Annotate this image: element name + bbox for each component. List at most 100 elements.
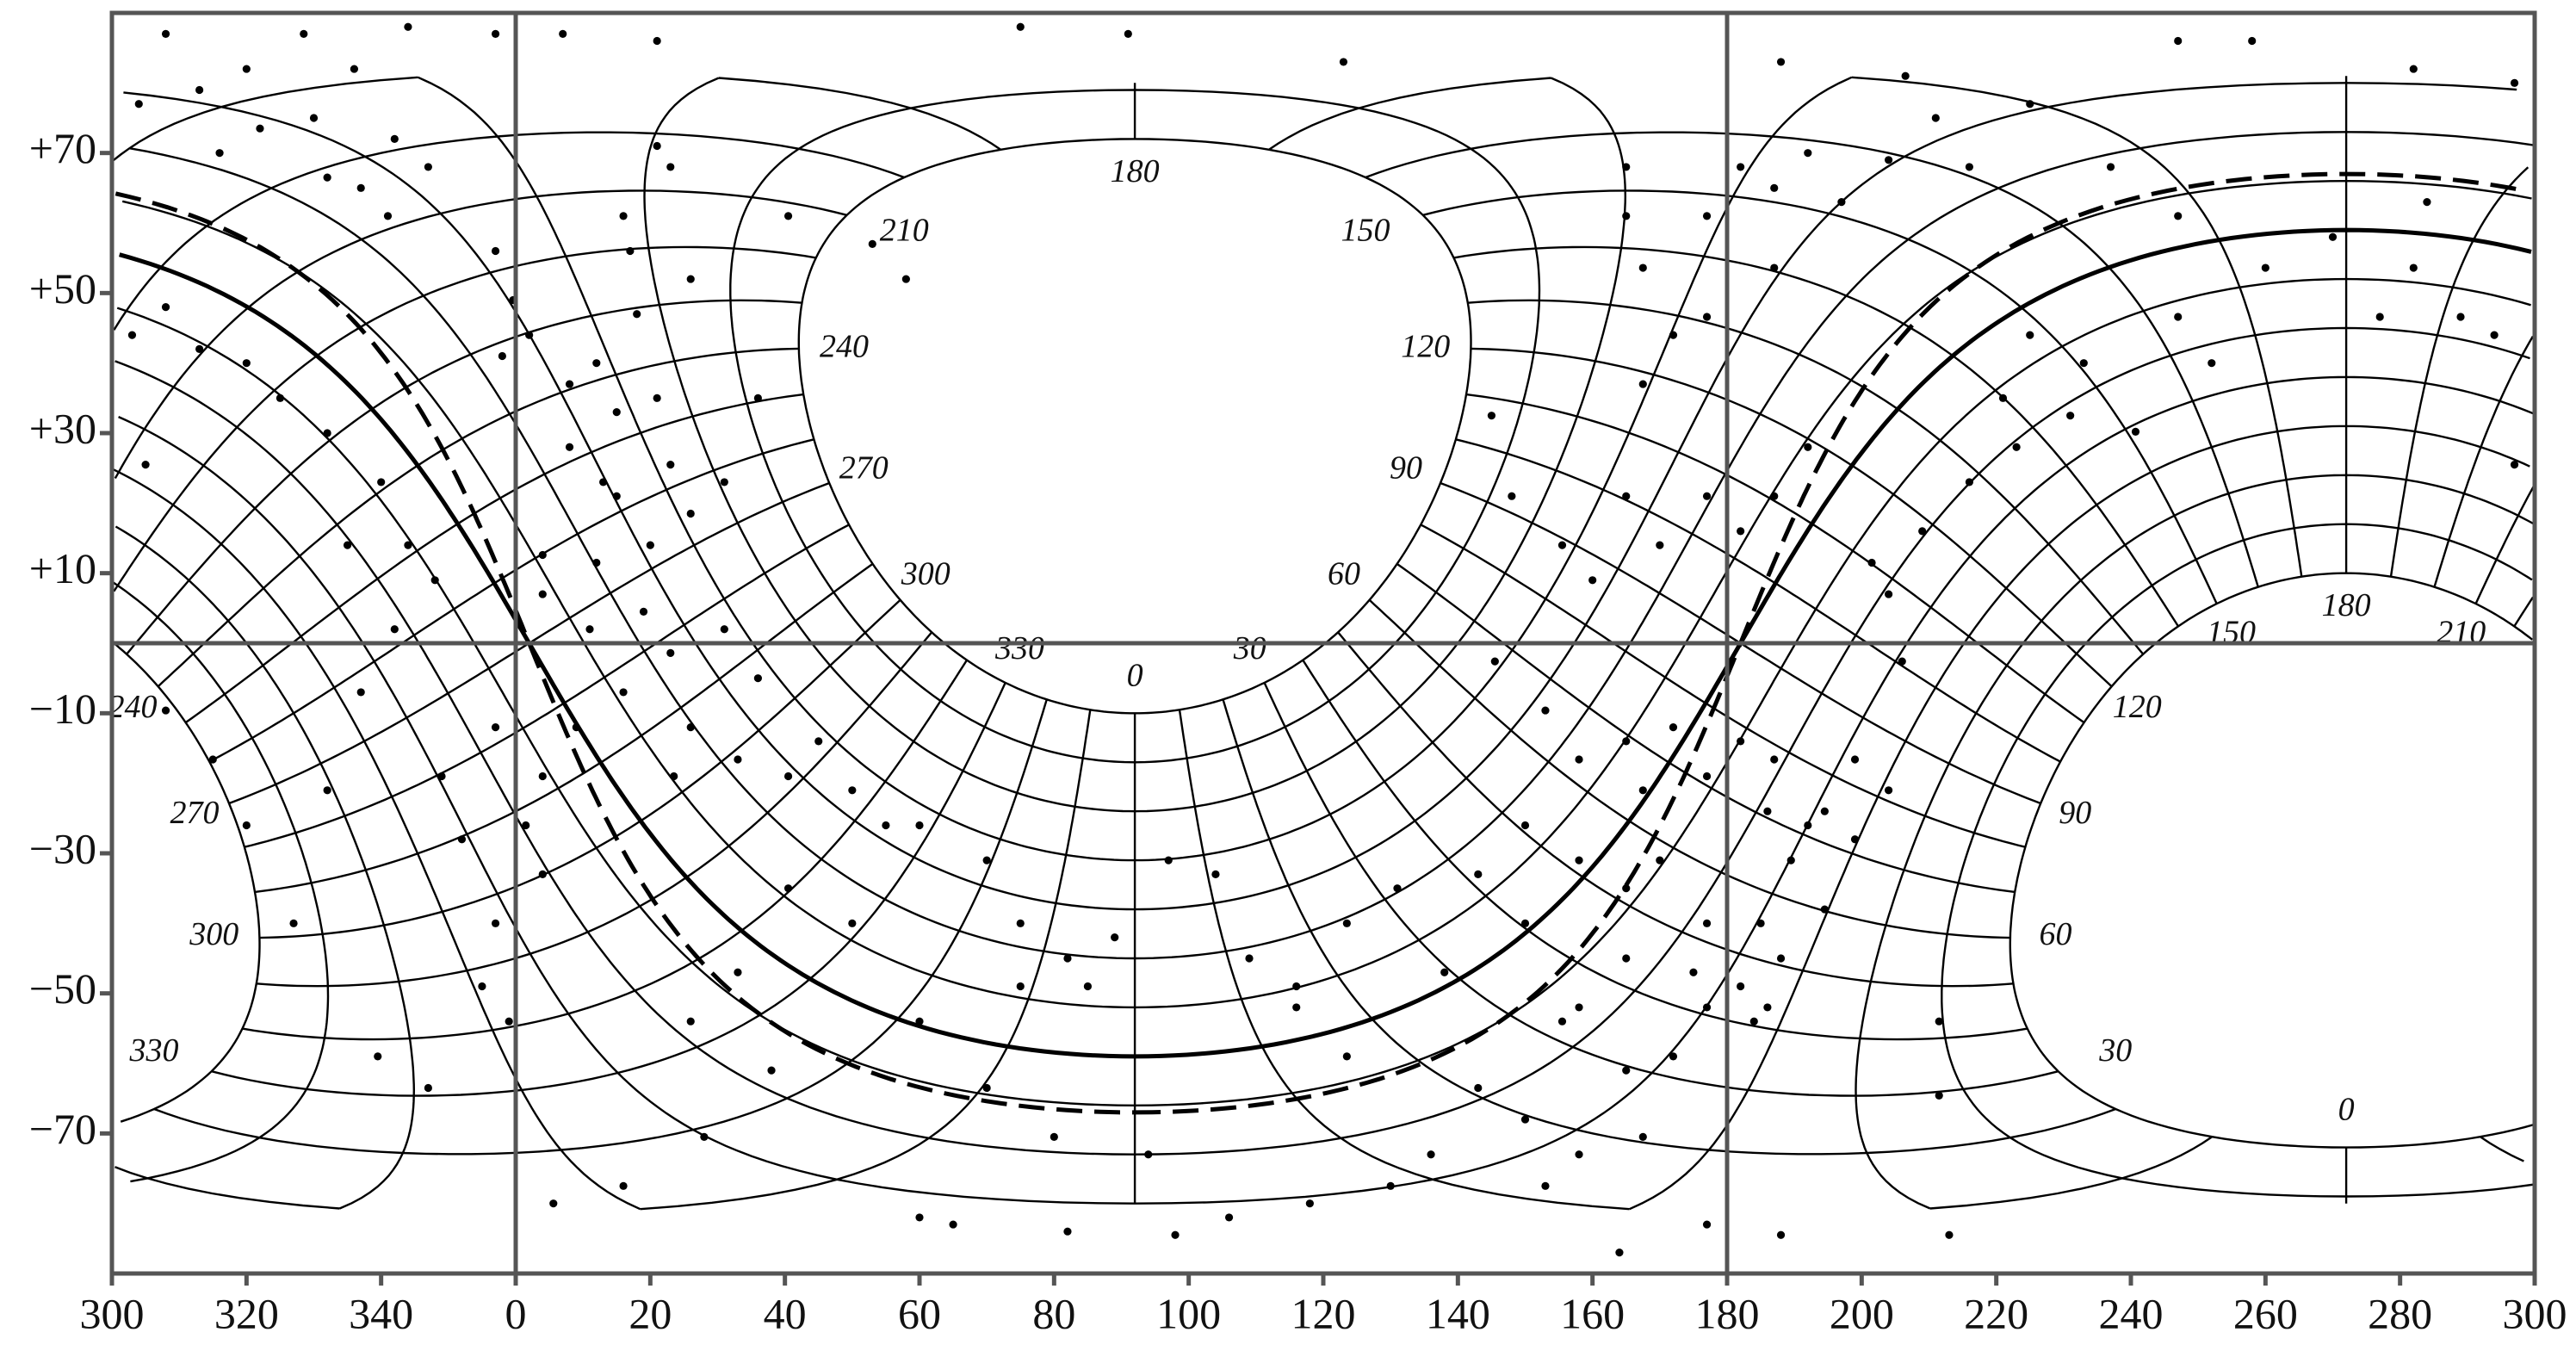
longitude-line — [256, 631, 933, 988]
axes: 300 320 340 0 20 40 60 80 100 120 140 160 180 200 220 2… — [29, 10, 2567, 1337]
point — [1850, 755, 1860, 764]
point — [1427, 1150, 1435, 1159]
point — [525, 331, 534, 339]
point — [1820, 905, 1829, 914]
point — [686, 723, 695, 732]
point — [498, 351, 506, 361]
point — [1702, 492, 1712, 500]
point — [1164, 856, 1173, 865]
longitude-line — [153, 698, 1048, 1156]
point — [1144, 1150, 1153, 1159]
point — [356, 688, 365, 697]
point — [633, 310, 641, 319]
x-tick-label: 80 — [1032, 1289, 1075, 1337]
point — [134, 100, 143, 108]
longitude-line — [1178, 710, 2213, 1211]
latitude-line — [118, 375, 2535, 1205]
point — [323, 173, 331, 182]
point — [491, 29, 500, 39]
point — [619, 212, 628, 220]
point — [2174, 313, 2183, 321]
point — [256, 124, 264, 133]
point — [1756, 919, 1765, 927]
point — [1342, 919, 1351, 927]
point — [2174, 36, 2183, 46]
point — [1965, 478, 1973, 486]
grid-label: 90 — [1390, 449, 1422, 486]
point — [343, 541, 352, 549]
point — [323, 429, 331, 437]
latitude-line — [418, 76, 1853, 862]
grid-label: 240 — [820, 328, 869, 364]
point — [390, 625, 399, 634]
point — [1804, 149, 1812, 158]
point — [195, 85, 204, 95]
point — [1393, 884, 1402, 893]
longitude-line — [1467, 299, 2145, 655]
point — [1292, 1003, 1301, 1012]
longitude-line — [1133, 76, 2348, 573]
point — [666, 648, 675, 657]
grid-label: 180 — [2322, 587, 2371, 623]
point — [1622, 884, 1631, 893]
x-tick-label: 140 — [1426, 1289, 1490, 1337]
x-tick-label: 40 — [764, 1289, 807, 1337]
x-tick-label: 20 — [629, 1289, 672, 1337]
x-tick-label: 220 — [1964, 1289, 2028, 1337]
point — [195, 344, 204, 353]
longitude-line — [211, 682, 1006, 1097]
point — [619, 688, 628, 697]
point — [2510, 78, 2519, 87]
point — [300, 29, 308, 39]
point — [457, 835, 467, 844]
y-tick-label: −10 — [29, 685, 96, 733]
point — [505, 1017, 513, 1026]
point — [350, 65, 358, 73]
grid-label: 150 — [1341, 213, 1390, 249]
point — [915, 1017, 924, 1026]
point — [1541, 1181, 1550, 1190]
x-tick-label: 160 — [1560, 1289, 1625, 1337]
longitude-line — [1133, 713, 2348, 1204]
longitude-line — [115, 710, 2524, 1211]
point — [1763, 1003, 1772, 1012]
point — [1901, 71, 1910, 80]
y-tick-label: +10 — [29, 544, 96, 592]
point — [1474, 870, 1483, 879]
point — [1945, 1230, 1954, 1239]
point — [1487, 412, 1496, 420]
point — [1638, 1132, 1647, 1141]
point — [1737, 163, 1745, 171]
point — [491, 919, 500, 927]
point — [653, 36, 661, 46]
point — [1638, 380, 1647, 388]
point — [1786, 856, 1795, 865]
point — [538, 870, 547, 879]
point — [1931, 114, 1940, 122]
point — [1776, 954, 1786, 963]
point — [1638, 786, 1647, 795]
point — [309, 114, 319, 122]
point — [915, 1213, 924, 1222]
grid-label: 330 — [994, 630, 1044, 666]
grid-label: 30 — [1233, 630, 1266, 666]
point — [686, 1017, 695, 1026]
point — [208, 755, 217, 764]
point — [1557, 541, 1567, 549]
point — [242, 821, 251, 830]
point — [424, 1083, 432, 1093]
longitude-line — [1396, 562, 2016, 894]
point — [720, 478, 728, 486]
point — [1837, 198, 1846, 207]
point — [161, 303, 170, 312]
point — [242, 359, 251, 368]
longitude-line — [1222, 698, 2116, 1156]
point — [612, 408, 621, 417]
point — [559, 29, 567, 39]
longitude-line — [1471, 347, 2113, 688]
point — [1111, 933, 1119, 942]
point — [2106, 163, 2115, 171]
point — [2261, 263, 2269, 272]
point — [2409, 65, 2418, 73]
